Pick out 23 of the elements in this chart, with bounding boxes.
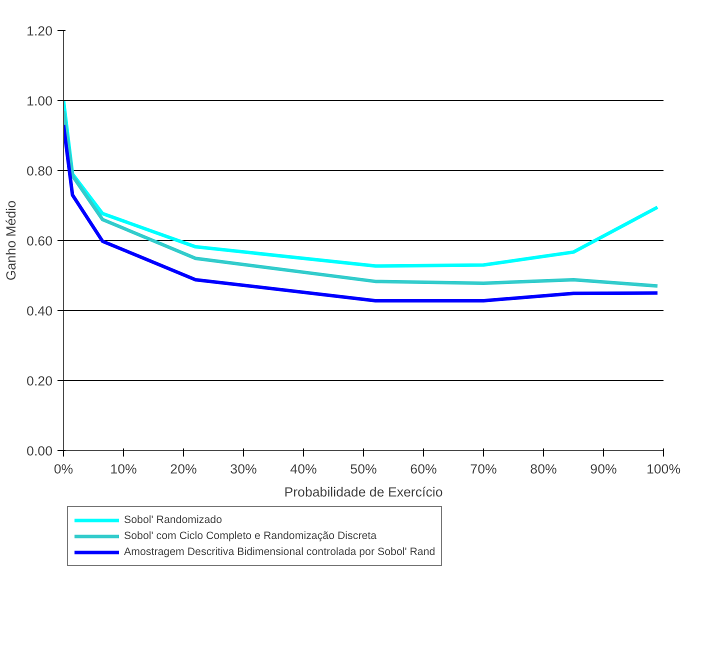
y-tick-label: 0.60 [26, 234, 53, 248]
x-tick-label: 10% [110, 462, 137, 476]
x-tick-label: 50% [350, 462, 377, 476]
x-tick-label: 30% [230, 462, 257, 476]
legend-label: Amostragem Descritiva Bidimensional controlada por Sobol' Rand [124, 545, 436, 559]
x-tick-label: 80% [530, 462, 557, 476]
x-tick-label: 90% [590, 462, 617, 476]
y-tick-label: 0.40 [26, 304, 53, 318]
y-tick-label: 0.80 [26, 164, 53, 178]
legend-label: Sobol' Randomizado [124, 513, 222, 527]
x-tick-label: 20% [170, 462, 197, 476]
y-tick-label: 1.20 [26, 24, 53, 38]
x-tick-label: 40% [290, 462, 317, 476]
y-tick-label: 0.00 [26, 444, 53, 458]
x-tick-label: 0% [54, 462, 74, 476]
y-tick-label: 1.00 [26, 94, 53, 108]
x-tick-label: 70% [470, 462, 497, 476]
y-axis-title: Ganho Médio [4, 200, 19, 281]
x-tick-label: 100% [646, 462, 681, 476]
y-tick-label: 0.20 [26, 374, 53, 388]
x-tick-label: 60% [410, 462, 437, 476]
x-axis-title: Probabilidade de Exercício [284, 484, 443, 500]
legend-label: Sobol' com Ciclo Completo e Randomização Discreta [124, 529, 377, 543]
